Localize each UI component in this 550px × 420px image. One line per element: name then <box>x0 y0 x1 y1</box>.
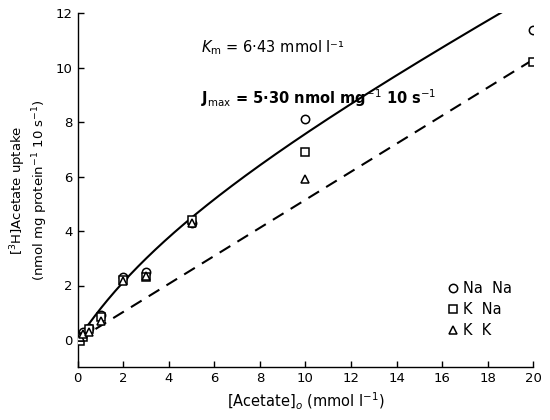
K  K <box>143 273 150 278</box>
K  Na <box>188 218 195 223</box>
K  K <box>76 335 83 340</box>
Y-axis label: [$^3$H]Acetate uptake
(nmol mg protein$^{-1}$ 10 s$^{-1}$): [$^3$H]Acetate uptake (nmol mg protein$^… <box>8 99 50 281</box>
Na  Na <box>188 220 195 226</box>
Na  Na <box>97 313 104 318</box>
K  Na <box>76 339 83 344</box>
Legend: Na  Na, K  Na, K  K: Na Na, K Na, K K <box>444 277 517 342</box>
X-axis label: [Acetate]$_o$ (mmol l$^{-1}$): [Acetate]$_o$ (mmol l$^{-1}$) <box>227 391 384 412</box>
K  K <box>97 318 104 323</box>
K  K <box>188 220 195 226</box>
Na  Na <box>86 325 92 330</box>
Line: Na  Na: Na Na <box>76 26 537 340</box>
Text: $K_{\rm m}$ = 6·43 mmol l⁻¹: $K_{\rm m}$ = 6·43 mmol l⁻¹ <box>201 38 344 57</box>
Na  Na <box>302 117 309 122</box>
Na  Na <box>76 333 83 339</box>
K  Na <box>143 275 150 280</box>
K  K <box>120 279 127 284</box>
Na  Na <box>80 329 87 334</box>
K  Na <box>302 150 309 155</box>
Line: K  Na: K Na <box>76 58 537 346</box>
K  K <box>86 329 92 334</box>
K  Na <box>530 60 537 65</box>
Text: J$_{\rm max}$ = 5·30 nmol mg$^{-1}$ 10 s$^{-1}$: J$_{\rm max}$ = 5·30 nmol mg$^{-1}$ 10 s… <box>201 88 436 109</box>
K  K <box>80 332 87 337</box>
Na  Na <box>120 275 127 280</box>
K  Na <box>80 335 87 340</box>
K  K <box>302 177 309 182</box>
Na  Na <box>530 27 537 32</box>
Na  Na <box>143 269 150 274</box>
K  Na <box>120 278 127 283</box>
K  Na <box>97 314 104 319</box>
Line: K  K: K K <box>76 175 310 341</box>
K  Na <box>86 326 92 331</box>
